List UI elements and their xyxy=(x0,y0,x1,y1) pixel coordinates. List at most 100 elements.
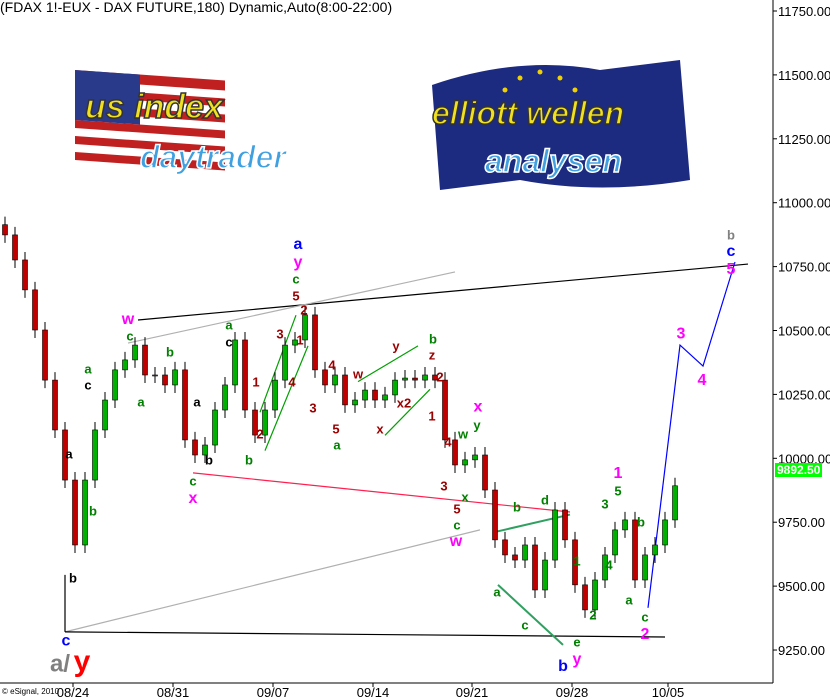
candle xyxy=(112,361,118,409)
candle xyxy=(102,392,108,438)
logos: us index daytrader elliott wellen analys… xyxy=(75,60,690,190)
candle xyxy=(522,536,528,569)
candle-body xyxy=(142,344,148,376)
candle-body xyxy=(192,439,198,456)
copyright: © eSignal, 2010 xyxy=(2,687,60,696)
candle-body xyxy=(652,544,658,556)
candle-body xyxy=(242,339,248,411)
wave-label: a xyxy=(193,394,201,409)
candle xyxy=(302,306,308,348)
candle xyxy=(452,431,458,473)
candle-body xyxy=(552,509,558,561)
wave-label: x xyxy=(461,489,469,504)
candle-body xyxy=(52,379,58,431)
candle-body xyxy=(322,369,328,386)
logo-right-line2: analysen xyxy=(485,143,622,179)
upper-resistance-line xyxy=(137,263,749,321)
wave-label: 3 xyxy=(440,478,447,493)
candle-body xyxy=(402,377,408,381)
candle-body xyxy=(162,374,168,386)
candle-body xyxy=(362,389,368,401)
wave-label: 3 xyxy=(309,400,316,415)
candle xyxy=(362,382,368,409)
wave-label: 4 xyxy=(444,434,452,449)
candle-body xyxy=(272,379,278,411)
wave-label: x xyxy=(189,490,198,507)
green-channel-upper xyxy=(259,314,297,413)
wave-label: c xyxy=(292,272,299,287)
candle-body xyxy=(152,374,158,377)
candle-body xyxy=(122,359,128,371)
candle-body xyxy=(252,409,258,436)
wave-label: y xyxy=(473,417,481,432)
wave-label: a xyxy=(84,361,92,376)
wave-label: c xyxy=(521,617,528,632)
wave-label: 2 xyxy=(256,426,263,441)
candle-body xyxy=(232,339,238,386)
candle xyxy=(662,511,668,553)
wave-label: y xyxy=(74,645,91,678)
candle xyxy=(602,546,608,588)
candle xyxy=(542,552,548,598)
candle-body xyxy=(532,544,538,591)
wave-label: a xyxy=(137,394,145,409)
wave-label: z xyxy=(429,347,436,362)
chart-title: (FDAX 1!-EUX - DAX FUTURE,180) Dynamic,A… xyxy=(0,0,393,15)
candle-body xyxy=(132,344,138,361)
candle xyxy=(292,331,298,354)
candle xyxy=(632,511,638,588)
elliott-wellen-analysen-logo: elliott wellen analysen xyxy=(431,60,690,190)
candle xyxy=(482,446,488,499)
candle-body xyxy=(622,519,628,531)
candle xyxy=(322,361,328,393)
candle-body xyxy=(602,554,608,581)
candle xyxy=(562,501,568,548)
candle xyxy=(282,337,288,389)
candle-body xyxy=(342,374,348,406)
us-index-daytrader-logo: us index daytrader xyxy=(75,70,288,176)
candle xyxy=(122,351,128,378)
candle xyxy=(312,306,318,378)
wave-label: x2 xyxy=(397,395,411,410)
wave-label: w xyxy=(449,533,463,550)
candle xyxy=(572,531,578,593)
wave-label: 4 xyxy=(605,557,613,572)
candle-body xyxy=(102,399,108,431)
candle xyxy=(272,372,278,419)
candle-body xyxy=(562,509,568,541)
wave-label: 4 xyxy=(328,357,336,372)
candle xyxy=(612,521,618,563)
candle-body xyxy=(582,584,588,611)
red-trend-line xyxy=(192,472,571,513)
wave-label: a xyxy=(493,584,501,599)
wave-label: w xyxy=(352,366,364,381)
candle xyxy=(472,446,478,468)
candle-body xyxy=(672,485,678,521)
candle xyxy=(422,366,428,389)
candle-body xyxy=(22,259,28,291)
candle-body xyxy=(392,379,398,396)
wave-label: a xyxy=(294,236,303,253)
candle-body xyxy=(182,369,188,441)
candle xyxy=(332,366,338,393)
wave-label: c xyxy=(641,610,648,625)
candle-body xyxy=(542,559,548,591)
candle-body xyxy=(422,374,428,381)
candle-body xyxy=(62,429,68,481)
candle xyxy=(52,372,58,438)
candle xyxy=(582,576,588,618)
green-triangle-lower xyxy=(497,584,564,646)
candle xyxy=(182,361,188,448)
candle xyxy=(642,546,648,588)
wave-label: 4 xyxy=(288,374,296,389)
wave-label: c xyxy=(225,334,232,349)
candle-body xyxy=(222,384,228,411)
candle xyxy=(92,421,98,489)
candle-body xyxy=(482,454,488,491)
candle-body xyxy=(512,554,518,561)
wave-label: 5 xyxy=(292,288,299,303)
wave-label: 2 xyxy=(589,607,596,622)
candle-body xyxy=(212,409,218,446)
